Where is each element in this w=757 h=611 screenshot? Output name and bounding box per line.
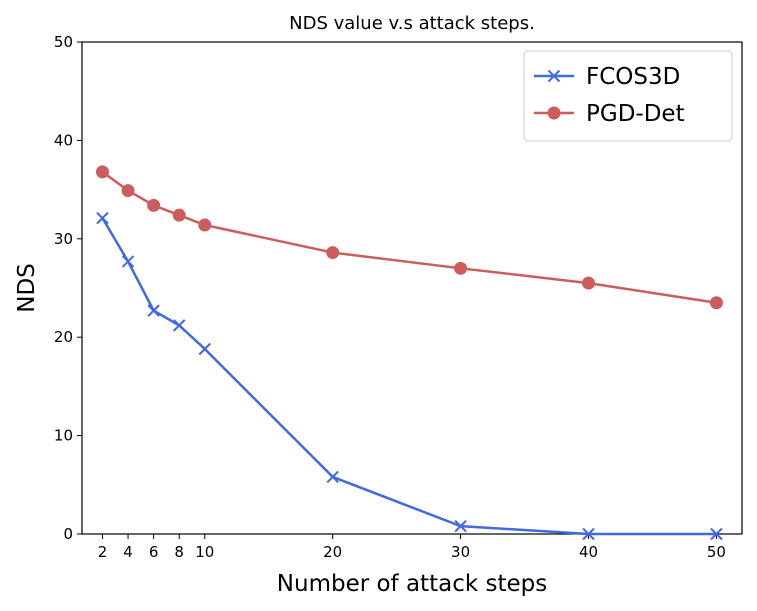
pgd-det-point: [198, 218, 212, 232]
legend: FCOS3D PGD-Det: [523, 50, 733, 142]
x-tick-label: 6: [149, 543, 159, 561]
pgd-det-point: [709, 296, 723, 310]
fcos3d-point: [710, 527, 723, 541]
fcos3d-point: [121, 255, 135, 268]
y-tick-label: 20: [54, 328, 73, 346]
pgd-det-point: [172, 208, 186, 222]
legend-pgd-det-label: PGD-Det: [586, 101, 685, 127]
y-tick-label: 40: [54, 131, 73, 149]
fcos3d-point: [454, 519, 467, 533]
x-tick-label: 50: [707, 543, 726, 561]
x-tick-label: 2: [98, 543, 108, 561]
series-layer: [95, 165, 723, 541]
pgd-det-point: [326, 246, 340, 260]
x-axis: 2 4 6 8 10 20 30 40 50: [98, 534, 726, 561]
fcos3d-point: [582, 527, 595, 541]
legend-fcos3d-label: FCOS3D: [586, 64, 680, 90]
fcos3d-point: [326, 470, 339, 484]
pgd-det-point: [147, 198, 161, 212]
fcos3d-point: [147, 304, 160, 317]
x-tick-label: 8: [174, 543, 184, 561]
legend-fcos3d-marker: [547, 69, 561, 83]
y-axis: 0 10 20 30 40 50: [54, 33, 82, 543]
pgd-det-point: [121, 184, 135, 198]
y-tick-label: 10: [54, 427, 73, 445]
fcos3d-point: [96, 211, 109, 225]
pgd-det-point: [95, 165, 109, 179]
y-tick-label: 50: [54, 33, 73, 51]
fcos3d-line: [101, 217, 717, 536]
x-tick-label: 40: [579, 543, 598, 561]
legend-pgd-det-marker: [547, 106, 561, 120]
x-tick-label: 20: [323, 543, 342, 561]
x-tick-label: 4: [123, 543, 133, 561]
fcos3d-point: [173, 319, 186, 332]
pgd-det-line: [101, 170, 717, 304]
x-tick-label: 30: [451, 543, 470, 561]
x-axis-label: Number of attack steps: [277, 571, 547, 597]
pgd-det-point: [582, 276, 596, 290]
x-tick-label: 10: [195, 543, 214, 561]
fcos3d-point: [198, 342, 211, 356]
plot-area: [81, 41, 743, 535]
pgd-det-point: [454, 261, 468, 275]
y-tick-label: 30: [54, 230, 73, 248]
chart-title: NDS value v.s attack steps.: [289, 13, 535, 34]
y-axis-label: NDS: [14, 263, 40, 313]
legend-box: [523, 50, 733, 142]
y-tick-label: 0: [63, 525, 73, 543]
